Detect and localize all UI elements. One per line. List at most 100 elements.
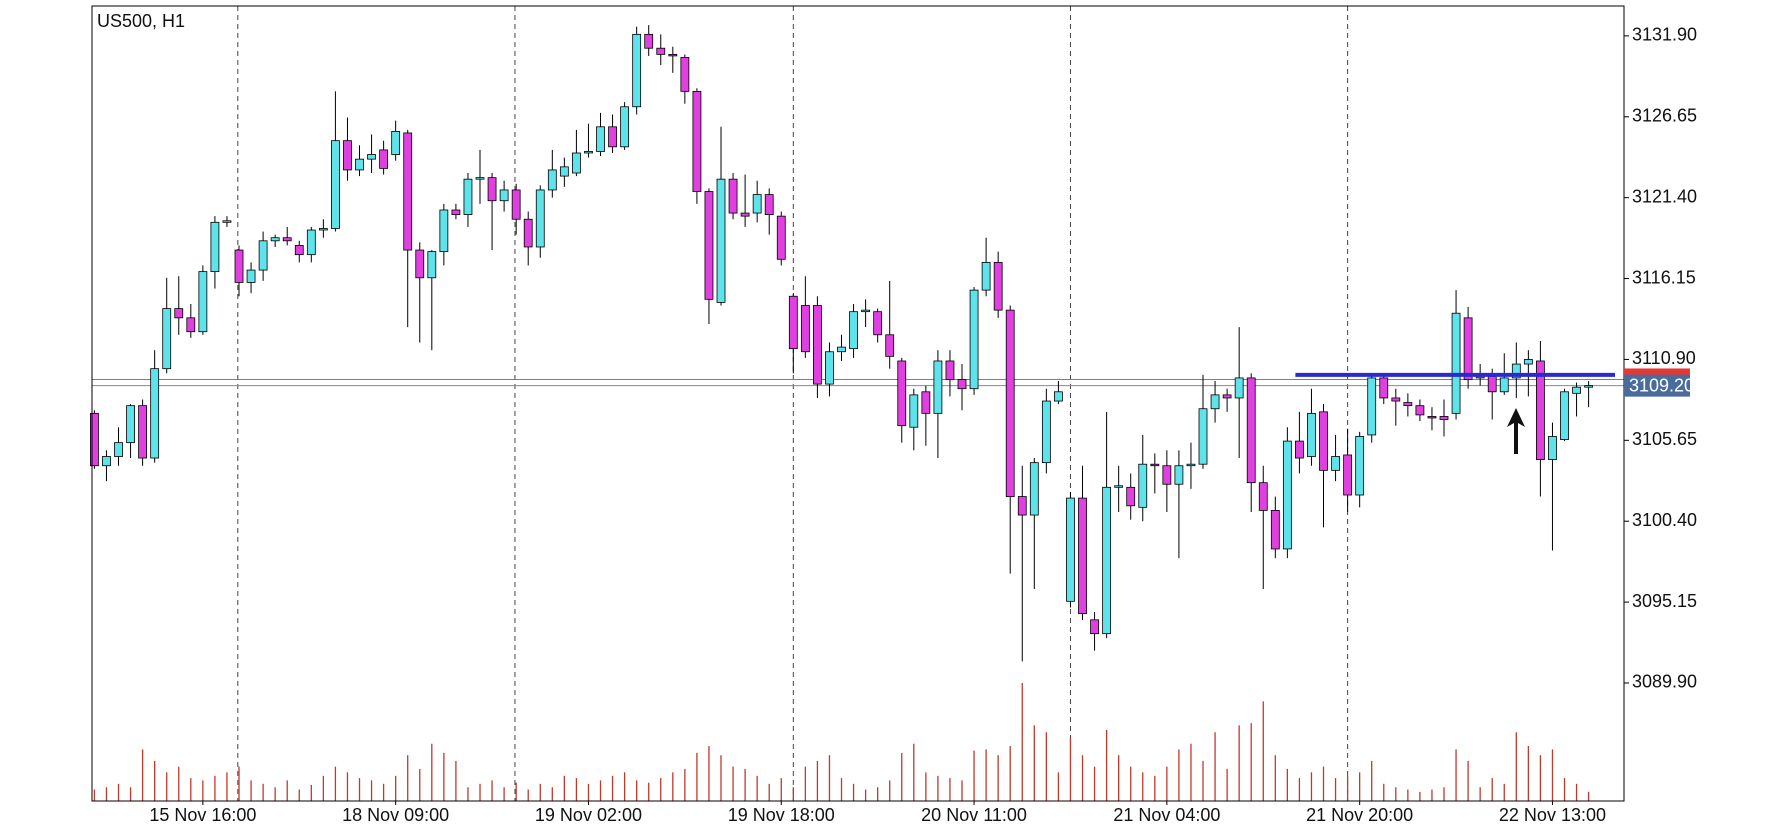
candle-body	[945, 360, 955, 380]
candle-body	[210, 221, 220, 273]
candle-body	[1584, 385, 1594, 388]
candle-body	[957, 379, 967, 390]
candle-body	[981, 261, 991, 291]
candle-body	[1126, 486, 1136, 507]
candle-body	[222, 220, 232, 223]
candle-body	[1415, 405, 1425, 416]
candle-body	[415, 249, 425, 279]
candle-body	[427, 251, 437, 279]
candle-body	[1439, 416, 1449, 420]
candle-body	[1186, 463, 1196, 467]
candle-body	[1078, 497, 1087, 615]
y-tick-label: 3095.15	[1632, 591, 1697, 611]
candle-body	[1487, 375, 1497, 393]
y-tick-label: 3121.40	[1632, 186, 1697, 206]
candle-body	[644, 33, 654, 49]
ask-box	[1624, 368, 1690, 380]
candle-body	[1295, 440, 1304, 459]
x-tick-label: 22 Nov 13:00	[1499, 805, 1606, 825]
y-tick-label: 3105.65	[1632, 429, 1697, 449]
candle-body	[933, 360, 943, 414]
candle-body	[813, 305, 822, 385]
candle-body	[897, 360, 907, 427]
candle-body	[1391, 397, 1401, 402]
candle-body	[1234, 377, 1244, 399]
candle-body	[1319, 411, 1328, 471]
x-tick-label: 19 Nov 18:00	[728, 805, 835, 825]
candle-body	[1343, 454, 1353, 496]
candle-body	[1379, 377, 1389, 399]
x-tick-label: 15 Nov 16:00	[149, 805, 256, 825]
candle-body	[463, 178, 473, 216]
candle-body	[825, 351, 834, 385]
candle-body	[439, 209, 449, 252]
candle-body	[367, 154, 376, 160]
candle-body	[1041, 400, 1051, 464]
y-tick-label: 3116.15	[1632, 267, 1696, 287]
candle-body	[306, 229, 316, 256]
candle-body	[1090, 619, 1099, 635]
candle-body	[499, 189, 509, 202]
candle-body	[1427, 416, 1437, 419]
candle-body	[114, 442, 123, 457]
candle-body	[559, 166, 569, 177]
candle-body	[584, 151, 593, 154]
candle-body	[186, 317, 196, 333]
candle-body	[1511, 363, 1521, 379]
candle-body	[752, 194, 762, 214]
candle-body	[150, 368, 160, 459]
candle-body	[198, 271, 208, 333]
candle-body	[1258, 482, 1268, 511]
candle-body	[258, 240, 268, 271]
candle-body	[861, 309, 871, 313]
candle-body	[1174, 465, 1184, 485]
candle-body	[873, 311, 883, 336]
bid-label: 3109.20	[1629, 375, 1694, 395]
y-tick-label: 3110.90	[1632, 348, 1696, 368]
candle-body	[716, 178, 726, 303]
y-tick-label: 3131.90	[1632, 25, 1697, 45]
candle-body	[656, 47, 666, 55]
candle-body	[1572, 386, 1581, 394]
candle-body	[608, 126, 617, 148]
x-tick-label: 19 Nov 02:00	[535, 805, 642, 825]
candle-body	[572, 152, 581, 174]
candle-body	[668, 53, 678, 57]
candle-body	[1102, 486, 1112, 635]
candle-body	[318, 228, 328, 231]
candle-body	[343, 140, 352, 171]
candle-body	[1536, 360, 1545, 460]
candle-body	[1210, 394, 1220, 410]
candle-body	[138, 405, 148, 459]
candle-body	[174, 308, 184, 319]
candle-body	[969, 289, 979, 390]
candle-body	[837, 346, 846, 353]
candle-body	[487, 177, 497, 202]
candle-body	[632, 33, 642, 108]
candle-body	[90, 412, 99, 467]
candle-body	[680, 57, 690, 92]
candle-body	[1270, 510, 1280, 550]
candle-body	[704, 191, 714, 300]
candle-body	[993, 261, 1003, 311]
candle-body	[331, 140, 340, 229]
candle-body	[800, 305, 810, 353]
candle-body	[1463, 317, 1473, 380]
candle-body	[379, 149, 389, 169]
candle-body	[740, 212, 750, 217]
candle-body	[1150, 463, 1160, 467]
candle-body	[1499, 377, 1509, 393]
candle-body	[885, 334, 895, 357]
candle-body	[921, 391, 931, 414]
candle-body	[391, 131, 401, 155]
candle-body	[535, 189, 545, 248]
cursor-arrow	[1507, 408, 1525, 454]
candle-body	[1523, 359, 1533, 365]
candle-body	[1282, 440, 1292, 550]
y-tick-label: 3100.40	[1632, 510, 1697, 530]
candle-body	[728, 178, 738, 214]
candle-body	[162, 308, 172, 370]
candle-body	[1005, 309, 1015, 497]
candle-body	[403, 132, 413, 251]
